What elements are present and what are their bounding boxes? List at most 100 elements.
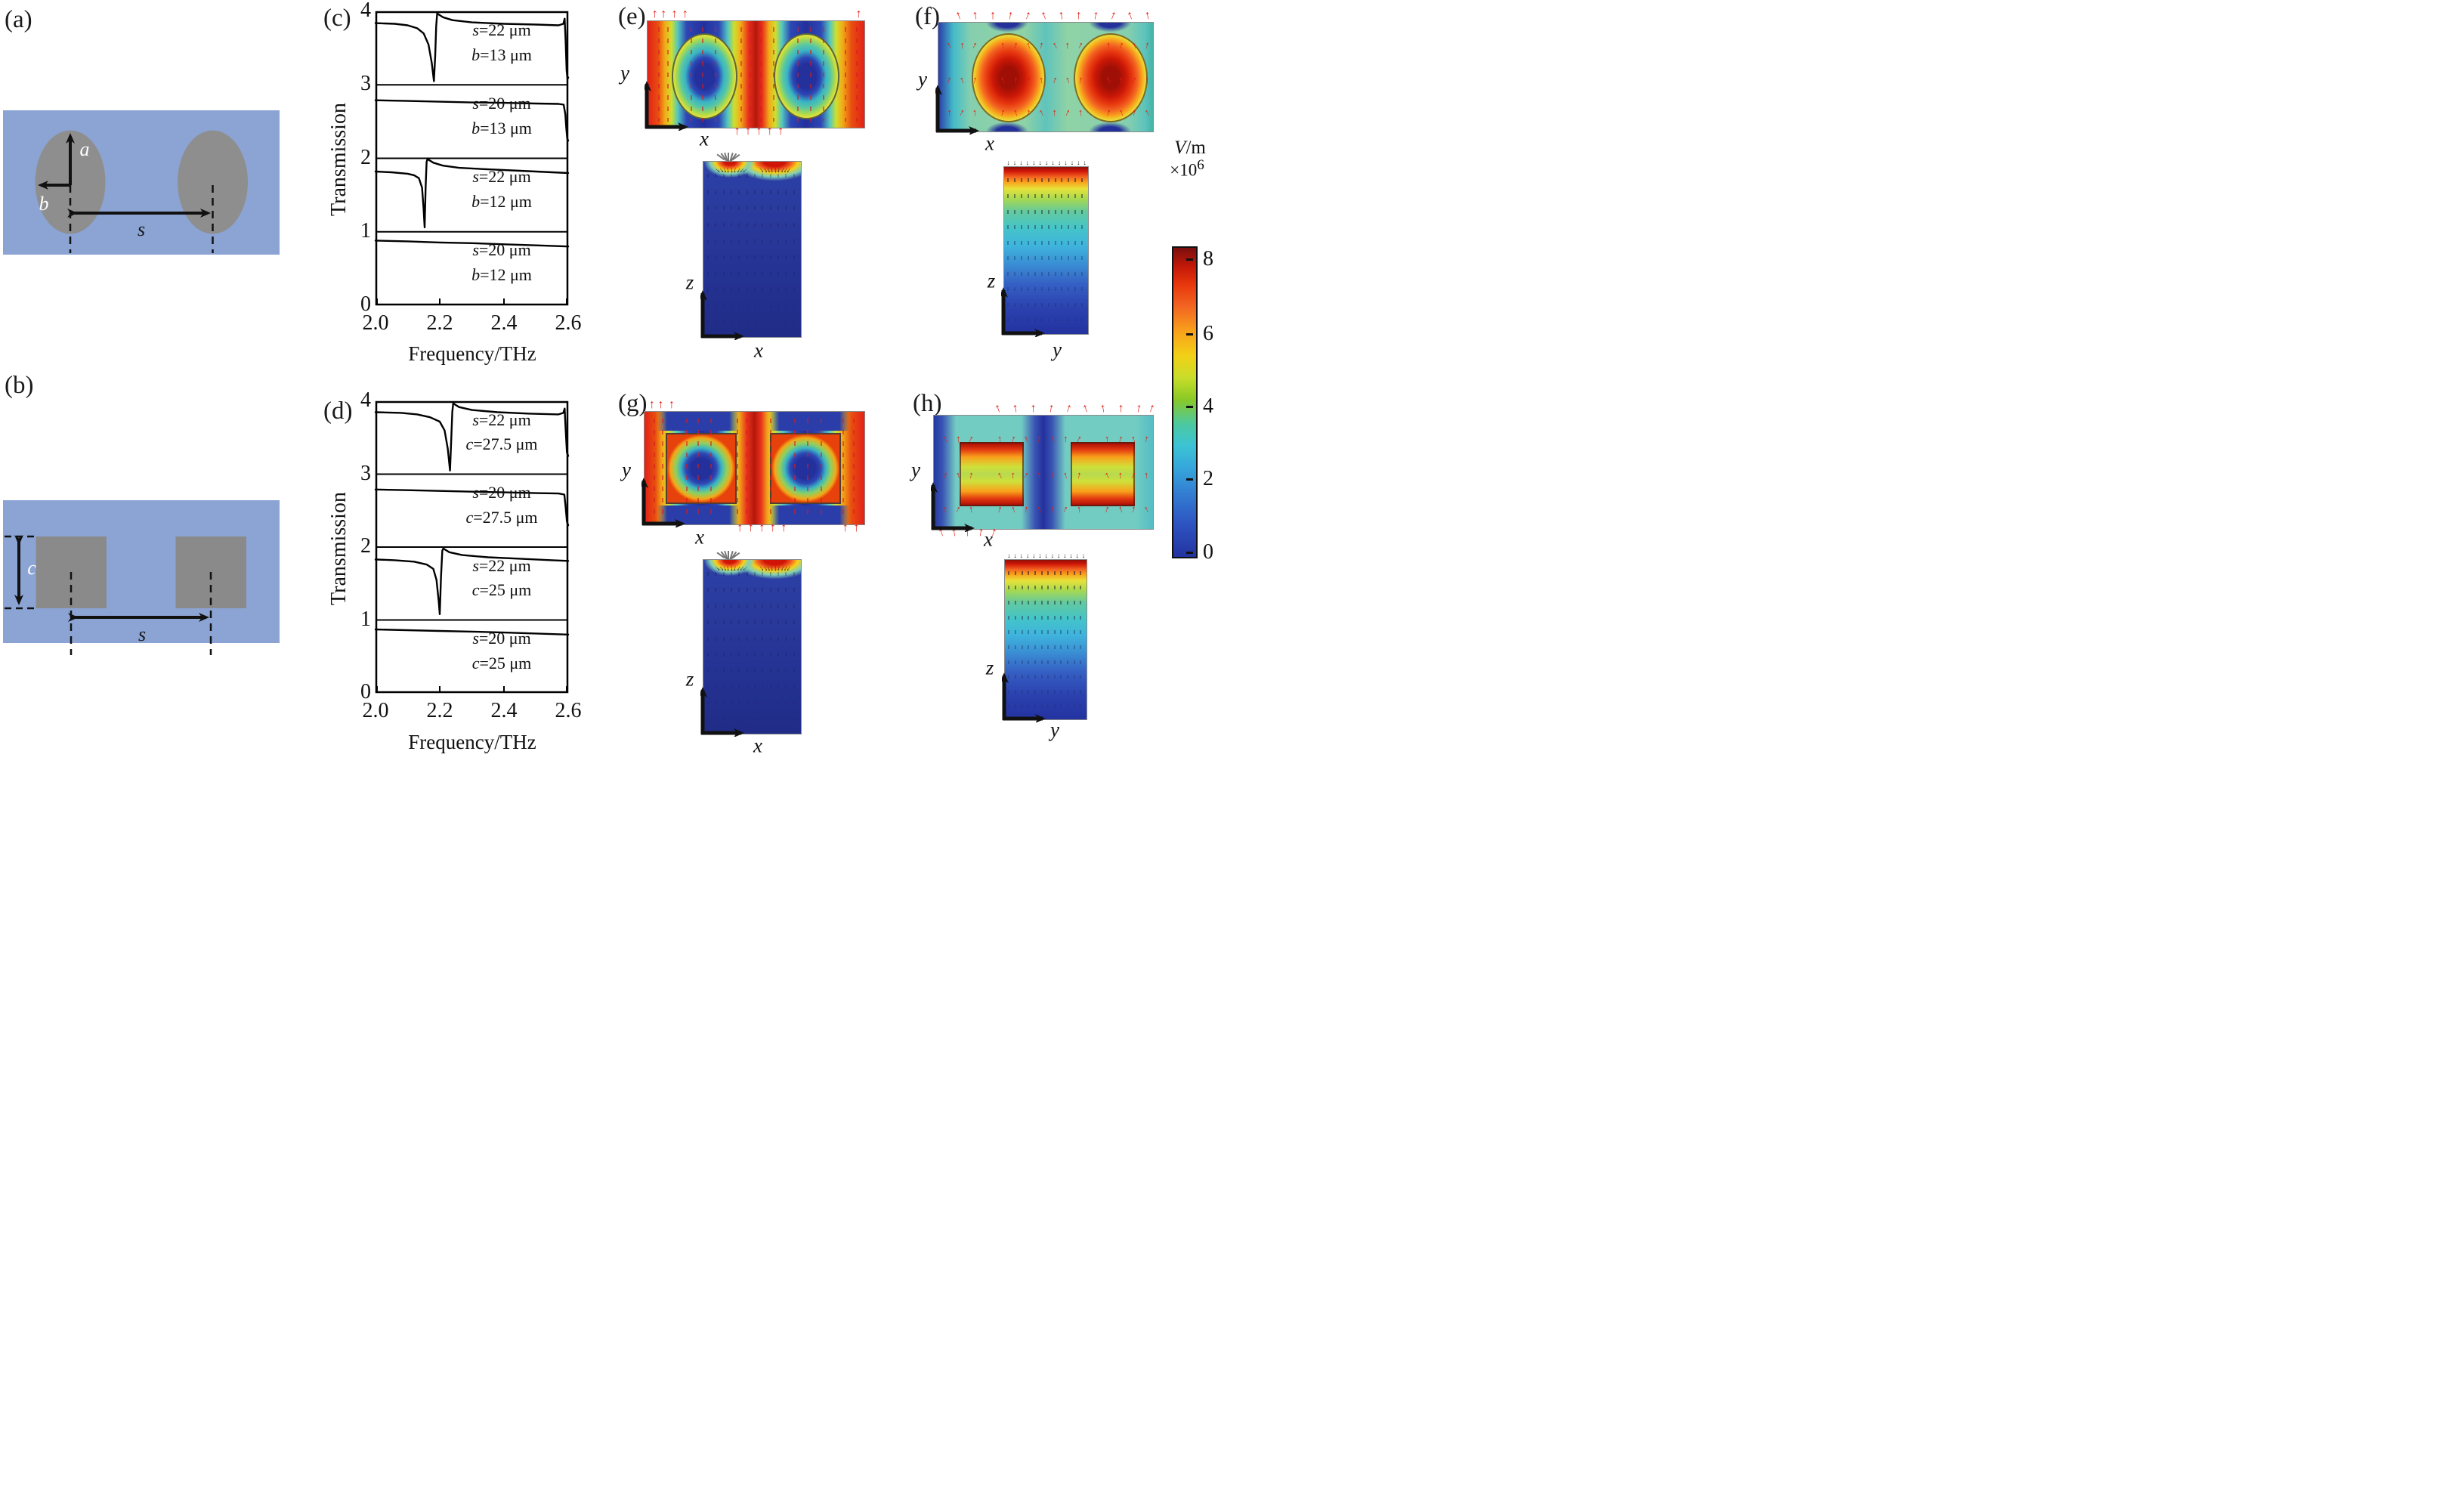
field-tick (762, 271, 764, 276)
field-tick (722, 190, 725, 194)
field-tick (1080, 675, 1082, 679)
field-tick (1073, 704, 1075, 709)
surface-arrow: ↓ (1038, 159, 1043, 166)
field-tick (785, 255, 787, 260)
field-arrow: ↑ (657, 398, 664, 411)
field-tick (738, 717, 740, 722)
colorbar-title-var: V (1174, 138, 1186, 158)
y-tick-1: 1 (360, 607, 371, 631)
field-arrow: ↑ (1125, 8, 1136, 23)
field-tick (1021, 318, 1023, 323)
field-tick (1074, 287, 1077, 292)
field-tick (1060, 601, 1062, 605)
field-tick (731, 717, 733, 722)
field-tick (777, 604, 780, 608)
x-tick-2.6: 2.6 (555, 699, 582, 722)
field-tick (754, 320, 756, 325)
field-tick (769, 701, 771, 706)
field-tick (793, 620, 795, 625)
field-tick (746, 669, 748, 673)
field-tick (1081, 225, 1083, 230)
field-tick (1014, 601, 1016, 605)
field-tick (715, 190, 717, 194)
field-tick (777, 320, 780, 325)
field-streak (845, 27, 847, 122)
figure-canvas: (a) (b) (c) (d) (e) (f) (g) (h) a b s (0, 0, 1220, 757)
field-arrow: ↑ (1047, 432, 1058, 445)
series-label: s=22 μm (472, 410, 531, 429)
field-tick (793, 604, 795, 608)
field-streak (666, 27, 669, 122)
colorbar-tick-mark (1186, 258, 1193, 261)
field-tick (762, 685, 764, 689)
field-map-h-xy: ↑ ↑ ↑ ↑ ↑ ↑ ↑ ↑ ↑ ↑ ↑ ↑ ↑ ↑ ↑ ↑ ↑ ↑ ↑ ↑ ↑ ↑ ↑ ↑ ↑ ↑ ↑ ↑ ↑ ↑ ↑ ↑ ↑ ↑ ↑ ↑ ↑ ↑ ↑ ↑… (933, 401, 1157, 540)
field-tick (1014, 586, 1016, 590)
dim-b-label: b (39, 193, 49, 215)
dim-s-label: s (137, 218, 146, 240)
z-axis-letter: z (987, 269, 996, 292)
field-tick (754, 255, 756, 260)
field-tick (1040, 660, 1043, 664)
field-tick (1047, 178, 1049, 183)
field-tick (762, 174, 764, 178)
field-arrow: ↑ (1080, 401, 1091, 416)
field-tick (1067, 615, 1069, 620)
field-tick (762, 239, 764, 243)
axes-e-bot (700, 290, 744, 340)
field-tick (715, 320, 717, 325)
field-tick (1068, 302, 1070, 307)
field-tick (1074, 178, 1077, 183)
field-tick (1021, 630, 1023, 635)
field-tick (1028, 194, 1030, 199)
field-tick (715, 636, 717, 641)
colorbar-tick-label-0: 0 (1203, 540, 1213, 564)
field-streak (749, 27, 751, 122)
field-tick (746, 320, 748, 325)
field-arrow: ↑ (766, 125, 773, 138)
x-tick-2.2: 2.2 (426, 699, 453, 722)
hot-rect (960, 442, 1024, 506)
field-tick (785, 604, 787, 608)
field-tick (1014, 689, 1016, 694)
colorbar-scale-exp: 6 (1197, 157, 1204, 173)
field-tick (1021, 570, 1023, 575)
field-tick (1028, 675, 1030, 679)
field-tick (1073, 630, 1075, 635)
field-streak (842, 418, 844, 518)
field-tick (1014, 178, 1016, 183)
field-tick (1014, 660, 1016, 664)
field-arrow: ↑ (734, 125, 740, 138)
field-tick (777, 653, 780, 657)
field-tick (1068, 209, 1070, 214)
field-tick (1080, 630, 1082, 635)
colorbar-tick-label-4: 4 (1203, 394, 1213, 418)
field-arrow: ↑ (1146, 401, 1158, 416)
field-tick (1068, 287, 1070, 292)
field-tick (722, 685, 725, 689)
unit-cell-square-schematic: c s (3, 500, 280, 655)
field-tick (722, 320, 725, 325)
field-streak (697, 418, 699, 518)
surface-arrow: ↓ (1051, 159, 1055, 166)
field-tick (1080, 586, 1082, 590)
field-tick (785, 271, 787, 276)
y-axis-letter: y (620, 61, 629, 85)
field-tick (793, 701, 795, 706)
field-tick (1008, 675, 1010, 679)
field-tick (722, 701, 725, 706)
field-tick (1081, 287, 1083, 292)
field-arrow: ↑ (1143, 8, 1151, 23)
field-arrow: ↑ (1039, 8, 1049, 23)
series-label: s=22 μm (472, 555, 531, 575)
field-tick (715, 174, 717, 178)
colorbar-tick-mark (1186, 552, 1193, 554)
field-tick (1040, 209, 1043, 214)
field-tick (1053, 615, 1056, 620)
field-tick (1060, 660, 1062, 664)
field-tick (707, 190, 709, 194)
series-label: c=27.5 μm (465, 434, 538, 454)
field-tick (1047, 287, 1049, 292)
surface-arrow: ↓ (1083, 159, 1087, 166)
field-tick (777, 620, 780, 625)
field-tick (1008, 645, 1010, 649)
